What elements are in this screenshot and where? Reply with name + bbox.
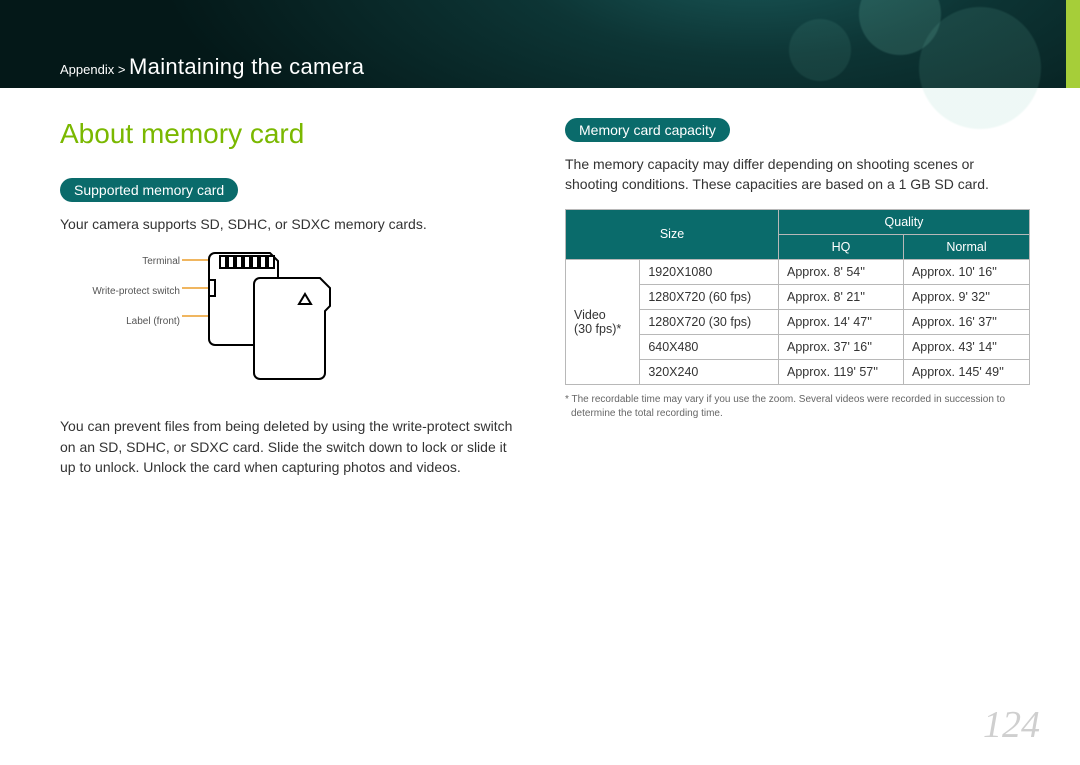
td-size: 320X240	[640, 359, 779, 384]
td-normal: Approx. 43' 14''	[903, 334, 1029, 359]
header-band: Appendix > Maintaining the camera	[0, 0, 1080, 88]
right-column: Memory card capacity The memory capacity…	[565, 118, 1030, 491]
breadcrumb: Appendix > Maintaining the camera	[60, 54, 364, 80]
td-size: 640X480	[640, 334, 779, 359]
td-size: 1920X1080	[640, 259, 779, 284]
td-hq: Approx. 8' 54''	[778, 259, 903, 284]
td-size: 1280X720 (30 fps)	[640, 309, 779, 334]
th-size: Size	[566, 209, 779, 259]
breadcrumb-prefix: Appendix >	[60, 62, 129, 77]
td-normal: Approx. 9' 32''	[903, 284, 1029, 309]
breadcrumb-main: Maintaining the camera	[129, 54, 364, 79]
pill-supported: Supported memory card	[60, 178, 238, 202]
td-hq: Approx. 119' 57''	[778, 359, 903, 384]
capacity-table: Size Quality HQ Normal Video (30 fps)* 1…	[565, 209, 1030, 385]
th-quality: Quality	[778, 209, 1029, 234]
page-title: About memory card	[60, 118, 525, 150]
sd-card-svg	[60, 248, 360, 398]
left-column: About memory card Supported memory card …	[60, 118, 525, 491]
td-size: 1280X720 (60 fps)	[640, 284, 779, 309]
td-hq: Approx. 8' 21''	[778, 284, 903, 309]
td-hq: Approx. 14' 47''	[778, 309, 903, 334]
td-normal: Approx. 16' 37''	[903, 309, 1029, 334]
supported-intro: Your camera supports SD, SDHC, or SDXC m…	[60, 214, 525, 234]
capacity-intro: The memory capacity may differ depending…	[565, 154, 1030, 195]
page-number: 124	[983, 703, 1040, 747]
table-footnote: * The recordable time may vary if you us…	[565, 393, 1030, 421]
wp-body-text: You can prevent files from being deleted…	[60, 416, 525, 477]
td-normal: Approx. 145' 49''	[903, 359, 1029, 384]
td-normal: Approx. 10' 16''	[903, 259, 1029, 284]
th-hq: HQ	[778, 234, 903, 259]
content-area: About memory card Supported memory card …	[0, 88, 1080, 491]
th-normal: Normal	[903, 234, 1029, 259]
td-group: Video (30 fps)*	[566, 259, 640, 384]
sd-card-diagram: Terminal Write-protect switch Label (fro…	[60, 248, 525, 398]
section-tab	[1066, 0, 1080, 88]
td-hq: Approx. 37' 16''	[778, 334, 903, 359]
